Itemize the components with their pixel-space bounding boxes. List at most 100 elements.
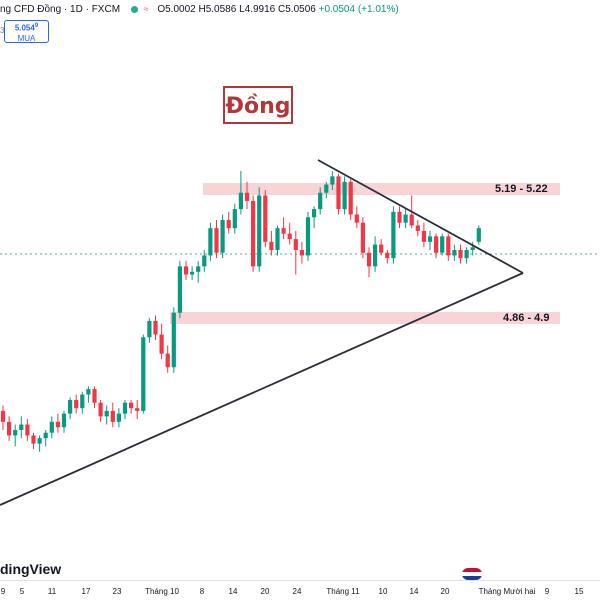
- candle-body: [196, 266, 201, 272]
- lower-zone-label: 4.86 - 4.9: [503, 312, 550, 324]
- buy-price: 5.054: [14, 23, 35, 33]
- candle-body: [49, 421, 54, 433]
- us-flag-icon: [462, 568, 482, 580]
- upper-zone-label: 5.19 - 5.22: [495, 183, 548, 195]
- candle-body: [275, 228, 280, 250]
- x-tick: Tháng Mười hai: [478, 587, 536, 596]
- candle-body: [214, 228, 219, 253]
- candle-body: [427, 236, 433, 242]
- ohlc-high: H5.0586: [198, 4, 237, 15]
- candle-body: [403, 214, 408, 223]
- candle-body: [391, 211, 396, 259]
- x-tick: 14: [409, 587, 419, 596]
- x-tick: 9: [0, 587, 6, 596]
- x-tick: 20: [260, 587, 270, 596]
- x-tick: 8: [199, 587, 205, 596]
- symbol-title: ng CFD Đồng · 1D · FXCM: [0, 4, 121, 15]
- candle-body: [434, 236, 439, 253]
- candle-body: [220, 220, 225, 253]
- candle-body: [238, 192, 243, 210]
- x-tick: 14: [228, 587, 238, 596]
- candle-body: [360, 222, 365, 253]
- candle-body: [232, 209, 237, 229]
- x-tick: 15: [574, 587, 584, 596]
- x-tick: 24: [292, 587, 302, 596]
- ohlc-change: +0.0504 (+1.01%): [318, 4, 399, 15]
- x-tick: Tháng 11: [326, 587, 360, 596]
- candle-body: [43, 432, 48, 439]
- candle-body: [336, 176, 341, 210]
- candle-body: [98, 402, 103, 417]
- candle-body: [244, 192, 250, 201]
- price-chart[interactable]: [0, 0, 600, 580]
- candle-body: [348, 181, 353, 215]
- candle-body: [129, 402, 134, 409]
- candle-body: [470, 247, 475, 250]
- candle-body: [330, 176, 335, 185]
- candle-body: [177, 266, 182, 313]
- candle-body: [263, 195, 268, 242]
- candle-body: [80, 394, 85, 409]
- x-axis[interactable]: 9 5 11 17 23 Tháng 10 8 14 20 24 Tháng 1…: [0, 580, 600, 601]
- candle-body: [464, 250, 469, 259]
- candle-body: [373, 244, 378, 267]
- buy-price-sup: 9: [34, 23, 39, 29]
- candle-body: [293, 239, 298, 250]
- side-number: 3: [0, 26, 5, 35]
- candle-body: [251, 200, 256, 267]
- x-tick: Tháng 10: [145, 587, 179, 596]
- candle-body: [287, 233, 292, 240]
- candle-body: [312, 209, 317, 218]
- candle-body: [318, 192, 323, 210]
- candle-body: [190, 271, 195, 275]
- support-zone: [170, 312, 560, 324]
- symbol-header[interactable]: ng CFD Đồng · 1D · FXCM ≈ O5.0002 H5.058…: [0, 4, 399, 15]
- candle-body: [421, 230, 426, 242]
- candles-group: [0, 170, 481, 452]
- buy-label: MUA: [17, 33, 36, 43]
- x-tick: 23: [112, 587, 122, 596]
- x-tick: 5: [19, 587, 25, 596]
- candle-body: [208, 228, 213, 256]
- candle-body: [153, 320, 158, 335]
- candle-body: [68, 400, 73, 414]
- triangle-upper-trendline[interactable]: [317, 159, 524, 274]
- candle-body: [86, 389, 91, 395]
- candle-body: [269, 241, 274, 250]
- x-tick: 10: [378, 587, 388, 596]
- candle-body: [55, 421, 60, 428]
- candle-body: [19, 424, 24, 430]
- resistance-zone: [203, 183, 560, 195]
- x-tick: 20: [440, 587, 450, 596]
- candle-body: [202, 255, 207, 267]
- candle-body: [385, 252, 390, 259]
- candle-body: [122, 402, 128, 414]
- candle-body: [116, 413, 121, 422]
- candle-body: [171, 312, 176, 368]
- candle-body: [476, 228, 481, 242]
- candle-body: [7, 421, 12, 436]
- candle-body: [342, 181, 347, 210]
- compare-icon[interactable]: ≈: [143, 4, 149, 14]
- candle-body: [324, 184, 329, 193]
- triangle-lower-trendline[interactable]: [0, 272, 524, 506]
- candle-body: [379, 244, 384, 253]
- candle-body: [141, 337, 146, 411]
- x-tick: 9: [544, 587, 550, 596]
- candle-body: [37, 438, 42, 444]
- candle-body: [165, 353, 170, 368]
- candle-body: [0, 410, 6, 422]
- candle-body: [415, 225, 420, 231]
- candle-body: [159, 334, 164, 354]
- chart-title-box: Đồng: [223, 86, 293, 124]
- candle-body: [135, 408, 140, 411]
- ohlc-close: C5.0506: [278, 4, 316, 15]
- buy-button[interactable]: 5.0549 MUA: [4, 20, 49, 43]
- candle-body: [183, 266, 189, 275]
- candle-body: [104, 410, 109, 417]
- candle-body: [13, 430, 18, 436]
- candle-body: [226, 220, 231, 229]
- candle-body: [110, 410, 115, 422]
- tradingview-logo: dingView: [0, 561, 62, 577]
- ohlc-low: L4.9916: [239, 4, 276, 15]
